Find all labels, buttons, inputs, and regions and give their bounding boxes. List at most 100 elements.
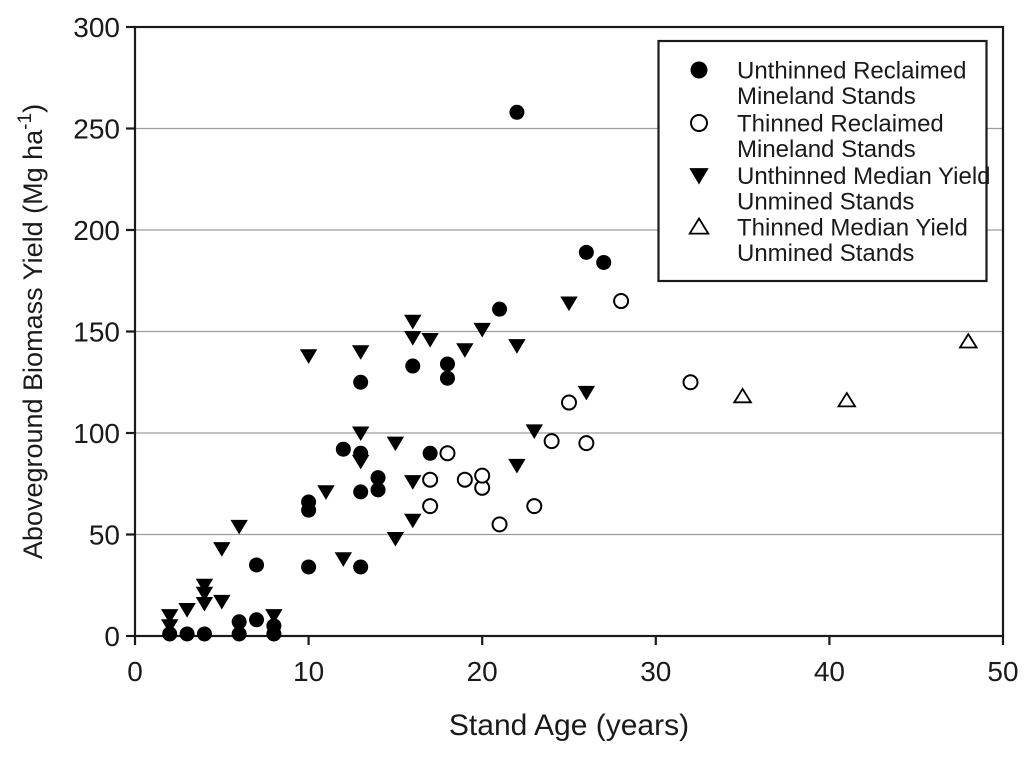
y-tick-label: 150 <box>73 317 120 348</box>
y-tick-label: 200 <box>73 215 120 246</box>
data-point-triangle-down-filled <box>178 603 196 618</box>
data-point-circle-filled <box>353 445 369 461</box>
data-point-circle-filled <box>370 482 386 498</box>
legend-entry-label: Unthinned Median Yield <box>737 163 991 190</box>
data-point-triangle-down-filled <box>351 426 370 441</box>
data-point-triangle-down-filled <box>195 596 214 612</box>
data-point-triangle-down-filled <box>421 333 439 348</box>
data-point-triangle-down-filled <box>404 331 422 346</box>
data-point-circle-filled <box>162 626 178 642</box>
series-1 <box>422 293 699 533</box>
data-point-circle-filled <box>196 626 212 642</box>
data-point-circle-filled <box>405 358 421 374</box>
data-point-circle-filled <box>266 618 282 634</box>
data-point-circle-open <box>526 498 543 515</box>
data-point-circle-filled <box>370 470 386 486</box>
data-point-triangle-down-filled <box>213 542 231 557</box>
y-tick-label: 50 <box>89 520 120 551</box>
data-point-triangle-down-filled <box>689 168 709 185</box>
data-point-circle-filled <box>578 244 594 260</box>
x-axis-title: Stand Age (years) <box>449 709 689 742</box>
data-point-circle-open <box>422 471 439 488</box>
legend-entry-label: Unmined Stands <box>737 240 914 267</box>
y-axis: 0 50 100 150 200 250 300 <box>73 12 135 652</box>
data-point-triangle-down-filled <box>317 485 335 500</box>
y-tick-label: 250 <box>73 114 120 145</box>
gridlines <box>135 127 1003 536</box>
data-point-circle-filled <box>353 484 369 500</box>
y-tick-label: 100 <box>73 418 120 449</box>
data-point-triangle-down-filled <box>456 343 474 358</box>
data-point-circle-filled <box>301 494 317 510</box>
data-point-triangle-down-filled <box>577 385 596 401</box>
data-point-circle-open <box>456 471 473 488</box>
data-point-triangle-down-filled <box>213 594 231 610</box>
x-tick-label: 0 <box>127 656 143 687</box>
series-3 <box>732 332 979 408</box>
data-point-circle-filled <box>596 254 612 270</box>
data-point-circle-open <box>613 293 630 310</box>
data-point-triangle-down-filled <box>404 475 422 490</box>
data-point-circle-filled <box>335 441 351 457</box>
legend-entry-label: Unmined Stands <box>737 189 914 216</box>
data-point-circle-filled <box>492 301 508 317</box>
data-point-circle-open <box>491 516 508 533</box>
data-point-triangle-down-filled <box>386 436 405 452</box>
data-point-circle-filled <box>231 614 247 630</box>
data-point-circle-filled <box>249 557 265 573</box>
data-point-triangle-down-filled <box>351 345 370 360</box>
data-point-circle-open <box>439 445 456 462</box>
legend-entry-label: Thinned Reclaimed <box>737 111 944 138</box>
data-point-circle-filled <box>353 559 369 575</box>
series-0 <box>162 104 612 642</box>
legend-entry-label: Mineland Stands <box>737 136 916 163</box>
y-tick-label: 0 <box>104 621 120 652</box>
data-point-triangle-down-filled <box>334 552 353 567</box>
data-point-triangle-down-filled <box>265 609 283 624</box>
data-point-circle-filled <box>690 61 708 79</box>
data-point-triangle-down-filled <box>404 513 422 529</box>
data-point-triangle-down-filled <box>560 296 578 312</box>
legend-entry-label: Thinned Median Yield <box>737 215 968 242</box>
data-point-triangle-down-filled <box>195 586 214 602</box>
legend-entry-label: Unthinned Reclaimed <box>737 58 966 85</box>
data-point-triangle-down-filled <box>525 424 543 439</box>
data-point-triangle-down-filled <box>195 578 214 594</box>
data-point-circle-filled <box>179 626 195 642</box>
legend-box <box>657 39 988 283</box>
data-point-circle-open <box>543 433 560 450</box>
data-point-triangle-down-filled <box>404 314 422 330</box>
data-point-circle-open <box>682 374 699 391</box>
data-point-triangle-up-open <box>732 387 753 404</box>
x-tick-label: 40 <box>814 656 845 687</box>
y-tick-label: 300 <box>73 12 120 43</box>
x-tick-label: 20 <box>467 656 498 687</box>
data-point-circle-filled <box>353 374 369 390</box>
data-point-circle-filled <box>439 356 455 372</box>
data-point-circle-filled <box>249 612 265 628</box>
data-point-circle-open <box>422 498 439 515</box>
x-axis: 0 10 20 30 40 50 <box>127 636 1019 687</box>
legend-entry-label: Mineland Stands <box>737 83 916 110</box>
data-point-circle-filled <box>439 370 455 386</box>
data-point-triangle-up-open <box>688 216 710 235</box>
data-point-circle-open <box>561 394 577 411</box>
data-point-triangle-down-filled <box>508 458 526 474</box>
data-point-triangle-down-filled <box>230 519 248 535</box>
data-point-circle-open <box>690 114 708 132</box>
data-point-circle-filled <box>509 104 525 120</box>
y-axis-title: Aboveground Biomass Yield (Mg ha-1) <box>15 104 48 559</box>
x-tick-label: 10 <box>293 656 324 687</box>
data-point-circle-open <box>474 467 491 484</box>
data-point-triangle-up-open <box>836 391 857 408</box>
data-point-triangle-up-open <box>958 332 979 349</box>
data-point-triangle-down-filled <box>473 322 491 338</box>
data-point-circle-open <box>578 435 595 452</box>
